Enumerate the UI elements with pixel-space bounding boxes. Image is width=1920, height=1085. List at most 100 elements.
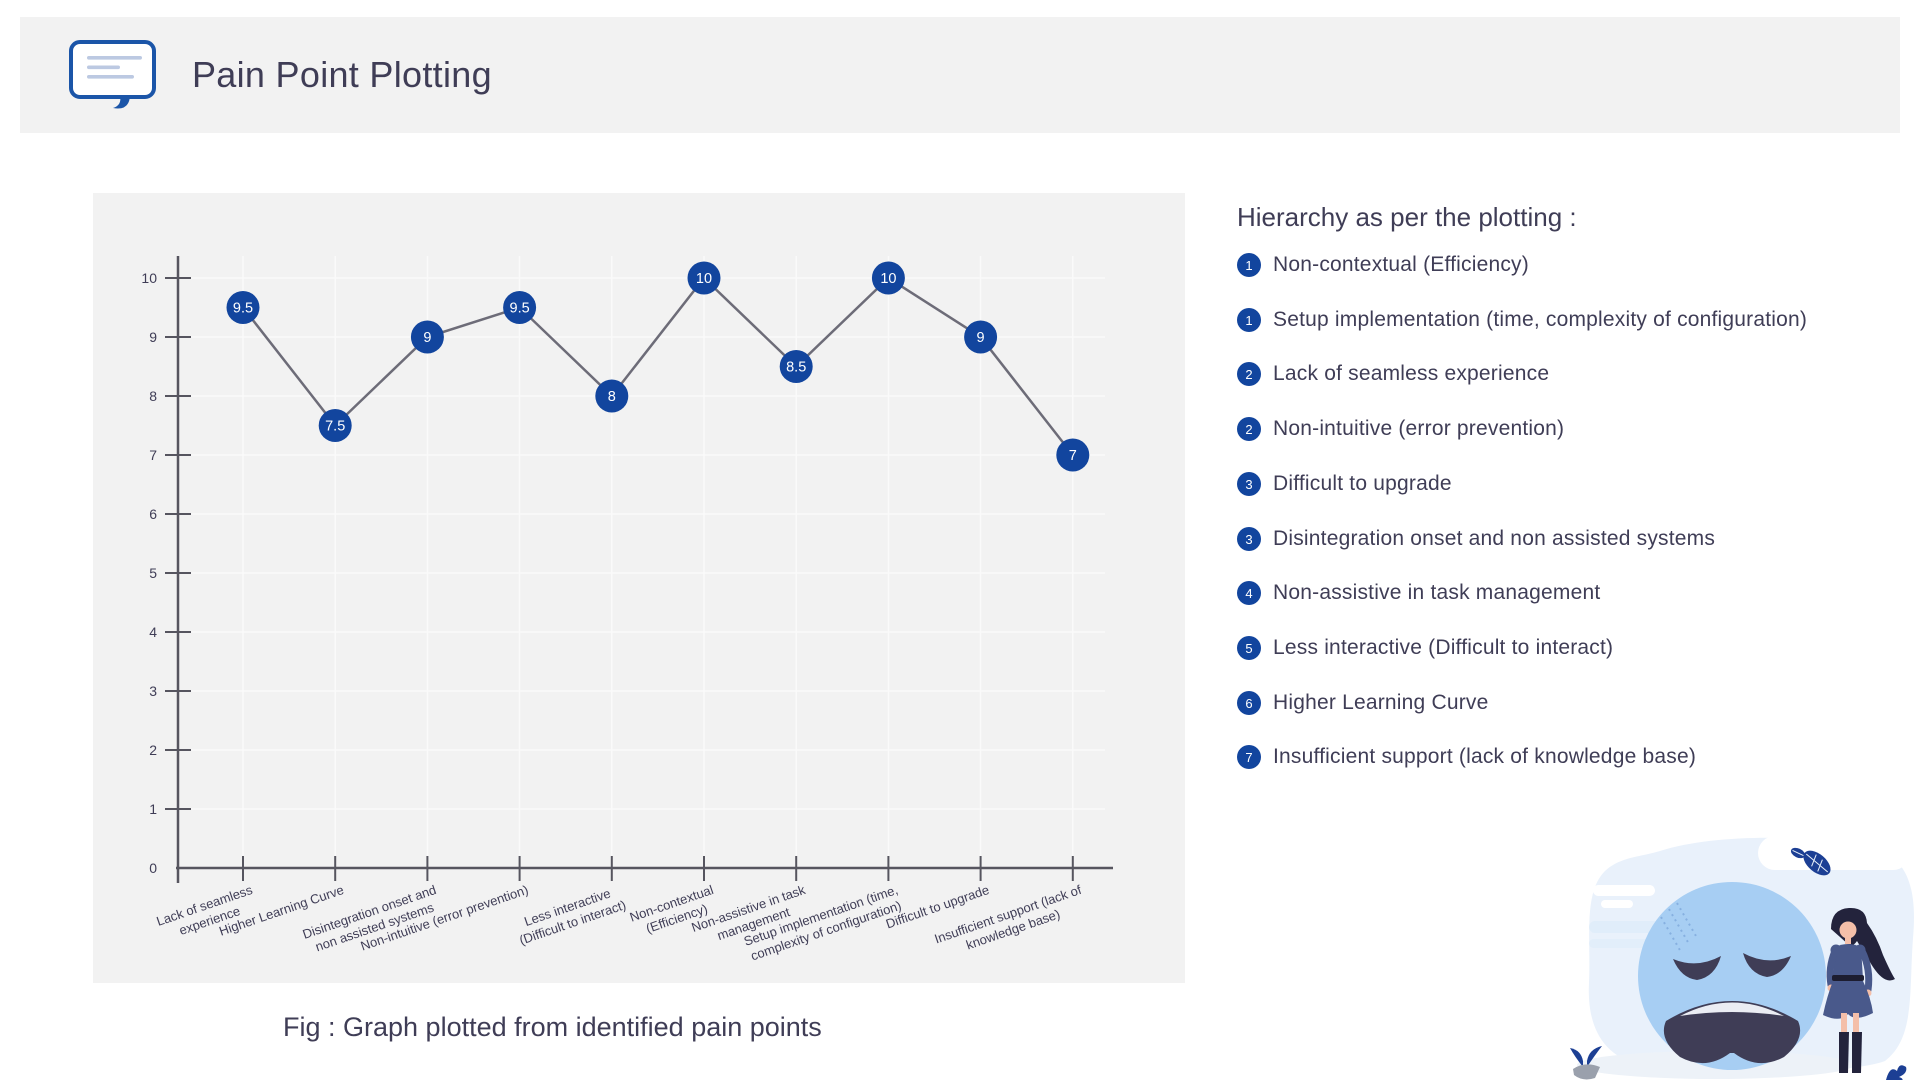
hierarchy-title: Hierarchy as per the plotting : <box>1237 202 1577 232</box>
hierarchy-item: 6 Higher Learning Curve <box>1237 690 1488 716</box>
data-point <box>595 379 629 413</box>
hierarchy-item: 1 Setup implementation (time, complexity … <box>1237 307 1807 333</box>
page-title: Pain Point Plotting <box>192 54 492 95</box>
svg-text:7: 7 <box>149 447 157 463</box>
hierarchy-item-label: Non-contextual (Efficiency) <box>1273 253 1529 276</box>
rank-badge: 6 <box>1237 691 1261 715</box>
data-point-label: 9 <box>423 330 431 346</box>
svg-text:10: 10 <box>141 270 157 286</box>
right-eye <box>1743 953 1791 977</box>
hierarchy-list: 1 Non-contextual (Efficiency) 1 Setup imple… <box>1237 252 1897 812</box>
bodice <box>1833 944 1863 979</box>
data-point <box>964 320 998 354</box>
hierarchy-item: 4 Non-assistive in task management <box>1237 580 1600 606</box>
data-point <box>410 320 444 354</box>
cloud <box>1593 885 1655 896</box>
hierarchy-item-label: Insufficient support (lack of knowledge … <box>1273 745 1697 768</box>
data-point-label: 8.5 <box>786 360 806 376</box>
hierarchy-item-label: Non-assistive in task management <box>1273 581 1601 604</box>
pain-point-line-chart: 0 1 2 3 4 5 6 7 8 9 10 9.5 7.5 9 9.5 8 10 8.5 10 9 7 <box>141 256 1113 883</box>
leaf-icon <box>1803 850 1831 876</box>
belt <box>1832 975 1864 981</box>
cloud <box>1601 900 1633 908</box>
hierarchy-item-label: Disintegration onset and non assisted sy… <box>1273 527 1716 550</box>
rank-badge: 2 <box>1237 362 1261 386</box>
right-arm <box>1858 947 1873 994</box>
cloud <box>1758 836 1910 870</box>
rank-badge: 1 <box>1237 308 1261 332</box>
skirt <box>1823 981 1873 1019</box>
data-point <box>318 409 352 442</box>
y-axis-tick-labels: 0 1 2 3 4 5 6 7 8 9 10 <box>141 270 157 876</box>
hierarchy-item-label: Setup implementation (time, complexity o… <box>1273 308 1808 331</box>
data-point <box>226 291 260 324</box>
data-point-label: 7.5 <box>325 419 345 435</box>
rank-badge: 1 <box>1237 253 1261 277</box>
hierarchy-item: 5 Less interactive (Difficult to interact… <box>1237 635 1613 661</box>
data-points: 9.5 7.5 9 9.5 8 10 8.5 10 9 7 <box>226 261 1090 472</box>
chart-panel: 0 1 2 3 4 5 6 7 8 9 10 9.5 7.5 9 9.5 8 10 8.5 10 9 7 Lack of… <box>93 193 1185 983</box>
data-point-label: 9.5 <box>233 301 253 317</box>
svg-text:0: 0 <box>149 860 157 876</box>
rank-badge: 7 <box>1237 745 1261 769</box>
hierarchy-item-label: Difficult to upgrade <box>1273 472 1452 495</box>
leaf-icon <box>1790 847 1806 859</box>
hierarchy-item-label: Less interactive (Difficult to interact) <box>1273 636 1614 659</box>
svg-text:1: 1 <box>149 801 157 817</box>
sad-face-with-woman-illustration <box>1565 833 1920 1082</box>
leg <box>1853 1013 1859 1035</box>
svg-text:8: 8 <box>149 388 157 404</box>
rank-badge: 2 <box>1237 417 1261 441</box>
hierarchy-item-label: Lack of seamless experience <box>1273 362 1550 385</box>
tick-marks <box>165 277 1074 881</box>
neck <box>1845 936 1851 944</box>
hierarchy-item-label: Higher Learning Curve <box>1273 691 1489 714</box>
data-point <box>871 261 905 295</box>
data-point <box>779 350 813 383</box>
hierarchy-item: 7 Insufficient support (lack of knowledge… <box>1237 744 1696 770</box>
data-point <box>687 261 721 295</box>
data-point-label: 10 <box>696 271 712 287</box>
woman-figure <box>1823 907 1895 1073</box>
figure-caption: Fig : Graph plotted from identified pain… <box>283 1012 822 1042</box>
data-point <box>1056 438 1090 472</box>
data-point-label: 7 <box>1069 448 1077 464</box>
face-hatch <box>1660 902 1697 953</box>
svg-text:3: 3 <box>149 683 157 699</box>
data-point-label: 8 <box>608 389 616 405</box>
data-point-label: 9 <box>977 330 985 346</box>
svg-text:9: 9 <box>149 329 157 345</box>
boot <box>1839 1032 1849 1073</box>
sad-face <box>1638 882 1826 1070</box>
rank-badge: 3 <box>1237 472 1261 496</box>
svg-text:5: 5 <box>149 565 157 581</box>
svg-text:2: 2 <box>149 742 157 758</box>
speech-bubble-icon <box>68 39 168 136</box>
header-bar: Pain Point Plotting <box>20 17 1900 133</box>
svg-text:6: 6 <box>149 506 157 522</box>
sprout-and-rock <box>1570 1046 1602 1080</box>
hierarchy-item: 2 Non-intuitive (error prevention) <box>1237 416 1564 442</box>
hierarchy-item: 2 Lack of seamless experience <box>1237 361 1549 387</box>
gridlines <box>178 256 1105 868</box>
rank-badge: 4 <box>1237 581 1261 605</box>
head <box>1839 921 1857 939</box>
data-point <box>503 291 537 324</box>
hierarchy-item-label: Non-intuitive (error prevention) <box>1273 417 1565 440</box>
rank-badge: 5 <box>1237 636 1261 660</box>
mouth <box>1663 1001 1801 1064</box>
data-point-label: 10 <box>880 271 896 287</box>
hierarchy-item: 3 Disintegration onset and non assisted s… <box>1237 526 1715 552</box>
hierarchy-item: 3 Difficult to upgrade <box>1237 471 1452 497</box>
axes <box>176 256 1113 883</box>
left-arm <box>1826 947 1839 989</box>
data-line <box>242 276 1074 456</box>
leg <box>1841 1013 1847 1035</box>
hierarchy-item: 1 Non-contextual (Efficiency) <box>1237 252 1529 278</box>
rank-badge: 3 <box>1237 527 1261 551</box>
left-eye <box>1673 956 1721 980</box>
data-point-label: 9.5 <box>510 301 530 317</box>
boot <box>1852 1032 1862 1073</box>
svg-text:4: 4 <box>149 624 157 640</box>
flower-tuft <box>1886 1065 1907 1082</box>
